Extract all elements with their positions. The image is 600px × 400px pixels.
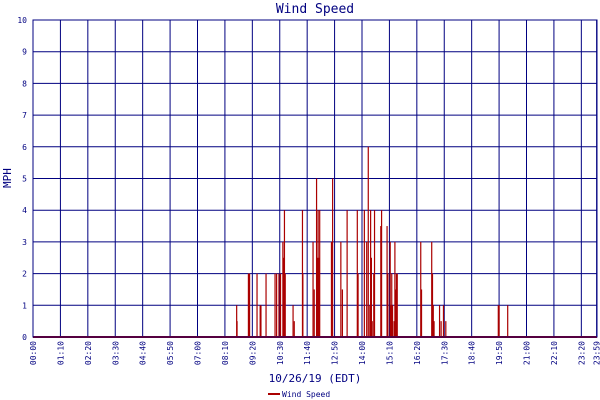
y-tick-label: 4 — [22, 206, 27, 215]
x-tick-label: 00:00 — [29, 341, 38, 365]
x-tick-label: 09:20 — [248, 341, 257, 365]
x-tick-label: 19:50 — [495, 341, 504, 365]
x-tick-label: 11:40 — [303, 341, 312, 365]
y-tick-labels: 0 1 2 3 4 5 6 7 8 9 10 — [17, 16, 27, 342]
x-tick-label: 12:50 — [331, 341, 340, 365]
x-tick-label: 02:20 — [84, 341, 93, 365]
y-tick-label: 10 — [17, 16, 27, 25]
y-tick-label: 7 — [22, 111, 27, 120]
x-tick-label: 18:40 — [468, 341, 477, 365]
y-tick-label: 8 — [22, 79, 27, 88]
x-tick-label: 17:30 — [440, 341, 449, 365]
x-tick-label: 08:10 — [221, 341, 230, 365]
y-tick-label: 6 — [22, 143, 27, 152]
x-tick-label: 10:30 — [276, 341, 285, 365]
x-tick-label: 04:40 — [139, 341, 148, 365]
grid-lines — [32, 19, 598, 338]
x-tick-labels: 00:00 01:10 02:20 03:30 04:40 05:50 07:00 08:10… — [29, 341, 600, 365]
chart-title: Wind Speed — [276, 2, 354, 17]
y-axis-label: MPH — [1, 168, 14, 188]
y-tick-label: 1 — [22, 301, 27, 310]
x-tick-label: 21:00 — [523, 341, 532, 365]
x-tick-label: 22:10 — [550, 341, 559, 365]
x-tick-label: 01:10 — [56, 341, 65, 365]
y-tick-label: 9 — [22, 48, 27, 57]
y-tick-label: 5 — [22, 175, 27, 184]
x-tick-label: 07:00 — [194, 341, 203, 365]
plot-frame — [32, 19, 598, 338]
x-tick-label: 05:50 — [166, 341, 175, 365]
y-tick-label: 2 — [22, 270, 27, 279]
x-axis-label: 10/26/19 (EDT) — [269, 372, 362, 385]
x-tick-label: 14:00 — [358, 341, 367, 365]
y-tick-label: 0 — [22, 333, 27, 342]
x-tick-label: 23:20 — [577, 341, 586, 365]
x-tick-label: 16:20 — [413, 341, 422, 365]
x-tick-label: 23:59 — [593, 341, 600, 365]
x-tick-label: 03:30 — [111, 341, 120, 365]
y-tick-label: 3 — [22, 238, 27, 247]
x-tick-label: 15:10 — [385, 341, 394, 365]
legend-label: Wind Speed — [282, 390, 330, 399]
